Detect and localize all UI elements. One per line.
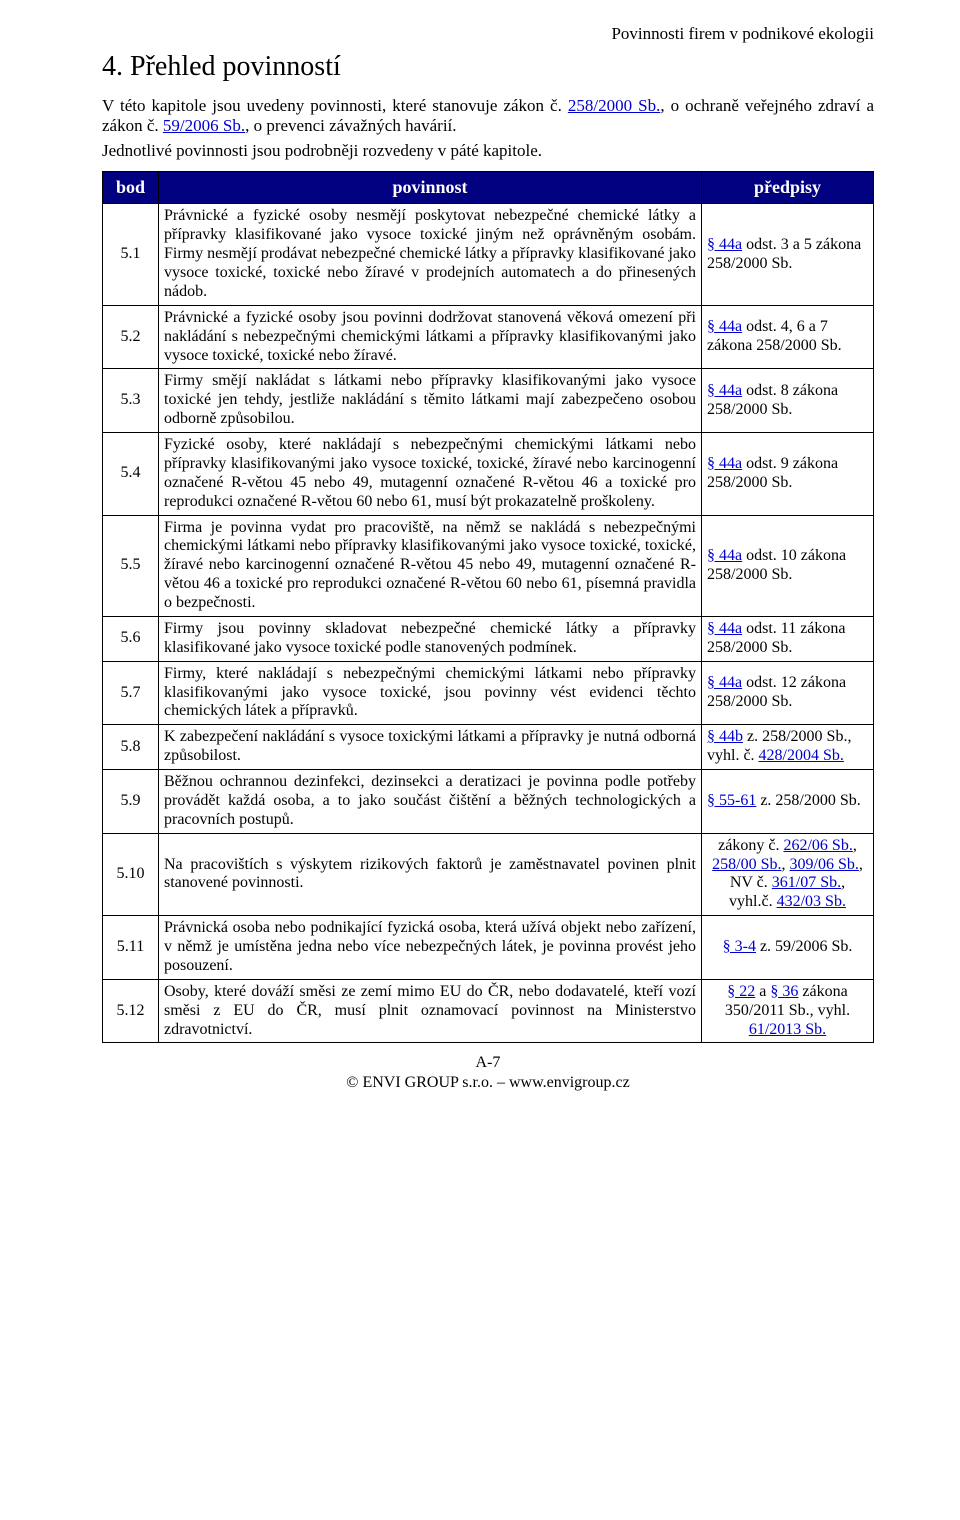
regulation-link[interactable]: 432/03 Sb. xyxy=(777,893,846,910)
regulation-link[interactable]: § 3-4 xyxy=(723,938,756,955)
intro-text: , o prevenci závažných havárií. xyxy=(245,116,456,135)
regulation-link[interactable]: § 44a xyxy=(707,236,742,253)
regulation-link[interactable]: 258/00 Sb. xyxy=(712,856,781,873)
regulation-link[interactable]: § 55-61 xyxy=(707,792,756,809)
law-link-59-2006[interactable]: 59/2006 Sb. xyxy=(163,116,245,135)
cell-predpisy: § 44a odst. 3 a 5 zákona 258/2000 Sb. xyxy=(702,204,874,305)
cell-povinnost: Firmy smějí nakládat s látkami nebo příp… xyxy=(159,369,702,433)
obligations-table: bod povinnost předpisy 5.1Právnické a fy… xyxy=(102,171,874,1043)
cell-povinnost: Osoby, které dováží směsi ze zemí mimo E… xyxy=(159,979,702,1043)
regulation-link[interactable]: 428/2004 Sb. xyxy=(759,747,844,764)
footer-copyright: © ENVI GROUP s.r.o. – www.envigroup.cz xyxy=(102,1073,874,1092)
regulation-link[interactable]: 61/2013 Sb. xyxy=(749,1021,826,1038)
cell-predpisy: § 44a odst. 4, 6 a 7 zákona 258/2000 Sb. xyxy=(702,305,874,369)
cell-povinnost: Právnická osoba nebo podnikající fyzická… xyxy=(159,916,702,980)
col-header-povinnost: povinnost xyxy=(159,172,702,204)
table-row: 5.3Firmy smějí nakládat s látkami nebo p… xyxy=(103,369,874,433)
cell-povinnost: Firmy, které nakládají s nebezpečnými ch… xyxy=(159,661,702,725)
page-heading: 4. Přehled povinností xyxy=(102,50,874,84)
intro-text: V této kapitole jsou uvedeny povinnosti,… xyxy=(102,96,568,115)
cell-predpisy: § 44a odst. 9 zákona 258/2000 Sb. xyxy=(702,433,874,516)
cell-predpisy: zákony č. 262/06 Sb., 258/00 Sb., 309/06… xyxy=(702,833,874,916)
regulation-link[interactable]: § 44a xyxy=(707,455,742,472)
cell-povinnost: Právnické a fyzické osoby nesmějí poskyt… xyxy=(159,204,702,305)
cell-bod: 5.8 xyxy=(103,725,159,770)
cell-povinnost: Firmy jsou povinny skladovat nebezpečné … xyxy=(159,616,702,661)
cell-povinnost: Fyzické osoby, které nakládají s nebezpe… xyxy=(159,433,702,516)
regulation-text: , xyxy=(782,856,790,873)
regulation-link[interactable]: § 44a xyxy=(707,674,742,691)
cell-povinnost: Na pracovištích s výskytem rizikových fa… xyxy=(159,833,702,916)
regulation-text: a xyxy=(755,983,770,1000)
cell-povinnost: Právnické a fyzické osoby jsou povinni d… xyxy=(159,305,702,369)
page-number: A-7 xyxy=(102,1053,874,1072)
regulation-link[interactable]: 309/06 Sb. xyxy=(790,856,859,873)
cell-bod: 5.12 xyxy=(103,979,159,1043)
regulation-text: , xyxy=(853,837,857,854)
table-row: 5.4Fyzické osoby, které nakládají s nebe… xyxy=(103,433,874,516)
cell-predpisy: § 44a odst. 10 zákona 258/2000 Sb. xyxy=(702,515,874,616)
page-footer: A-7 © ENVI GROUP s.r.o. – www.envigroup.… xyxy=(102,1053,874,1091)
regulation-link[interactable]: § 44a xyxy=(707,620,742,637)
table-row: 5.1Právnické a fyzické osoby nesmějí pos… xyxy=(103,204,874,305)
cell-bod: 5.3 xyxy=(103,369,159,433)
regulation-link[interactable]: § 36 xyxy=(770,983,798,1000)
table-row: 5.12Osoby, které dováží směsi ze zemí mi… xyxy=(103,979,874,1043)
regulation-link[interactable]: 361/07 Sb. xyxy=(772,874,841,891)
cell-predpisy: § 44a odst. 11 zákona 258/2000 Sb. xyxy=(702,616,874,661)
cell-bod: 5.7 xyxy=(103,661,159,725)
regulation-link[interactable]: § 44a xyxy=(707,547,742,564)
table-row: 5.5Firma je povinna vydat pro pracoviště… xyxy=(103,515,874,616)
table-row: 5.6Firmy jsou povinny skladovat nebezpeč… xyxy=(103,616,874,661)
cell-predpisy: § 55-61 z. 258/2000 Sb. xyxy=(702,770,874,834)
cell-bod: 5.6 xyxy=(103,616,159,661)
cell-bod: 5.2 xyxy=(103,305,159,369)
table-header-row: bod povinnost předpisy xyxy=(103,172,874,204)
regulation-text: zákony č. xyxy=(718,837,783,854)
table-row: 5.11Právnická osoba nebo podnikající fyz… xyxy=(103,916,874,980)
law-link-258-2000[interactable]: 258/2000 Sb. xyxy=(568,96,660,115)
cell-povinnost: K zabezpečení nakládání s vysoce toxický… xyxy=(159,725,702,770)
table-row: 5.7Firmy, které nakládají s nebezpečnými… xyxy=(103,661,874,725)
regulation-text: z. 258/2000 Sb. xyxy=(756,792,860,809)
col-header-bod: bod xyxy=(103,172,159,204)
table-row: 5.9Běžnou ochrannou dezinfekci, dezinsek… xyxy=(103,770,874,834)
cell-predpisy: § 44a odst. 8 zákona 258/2000 Sb. xyxy=(702,369,874,433)
cell-predpisy: § 44b z. 258/2000 Sb., vyhl. č. 428/2004… xyxy=(702,725,874,770)
cell-bod: 5.9 xyxy=(103,770,159,834)
regulation-link[interactable]: § 22 xyxy=(727,983,755,1000)
intro-paragraph-2: Jednotlivé povinnosti jsou podrobněji ro… xyxy=(102,141,874,161)
cell-bod: 5.10 xyxy=(103,833,159,916)
table-row: 5.8K zabezpečení nakládání s vysoce toxi… xyxy=(103,725,874,770)
cell-bod: 5.1 xyxy=(103,204,159,305)
table-row: 5.2Právnické a fyzické osoby jsou povinn… xyxy=(103,305,874,369)
table-row: 5.10Na pracovištích s výskytem rizikovýc… xyxy=(103,833,874,916)
regulation-link[interactable]: 262/06 Sb. xyxy=(783,837,852,854)
cell-predpisy: § 3-4 z. 59/2006 Sb. xyxy=(702,916,874,980)
cell-povinnost: Běžnou ochrannou dezinfekci, dezinsekci … xyxy=(159,770,702,834)
page: Povinnosti firem v podnikové ekologii 4.… xyxy=(0,0,960,1112)
cell-bod: 5.5 xyxy=(103,515,159,616)
cell-predpisy: § 22 a § 36 zákona 350/2011 Sb., vyhl. 6… xyxy=(702,979,874,1043)
regulation-link[interactable]: § 44a xyxy=(707,382,742,399)
cell-predpisy: § 44a odst. 12 zákona 258/2000 Sb. xyxy=(702,661,874,725)
cell-povinnost: Firma je povinna vydat pro pracoviště, n… xyxy=(159,515,702,616)
cell-bod: 5.11 xyxy=(103,916,159,980)
cell-bod: 5.4 xyxy=(103,433,159,516)
regulation-link[interactable]: § 44b xyxy=(707,728,743,745)
regulation-link[interactable]: § 44a xyxy=(707,318,742,335)
running-head: Povinnosti firem v podnikové ekologii xyxy=(102,24,874,44)
regulation-text: z. 59/2006 Sb. xyxy=(756,938,852,955)
intro-paragraph-1: V této kapitole jsou uvedeny povinnosti,… xyxy=(102,96,874,137)
col-header-predpisy: předpisy xyxy=(702,172,874,204)
